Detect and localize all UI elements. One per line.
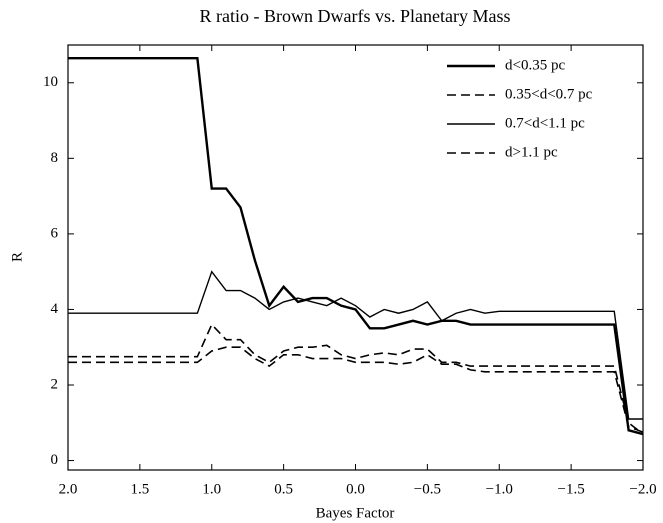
x-axis-label: Bayes Factor (316, 505, 395, 521)
y-tick-label: 4 (51, 301, 59, 317)
plot-frame (67, 44, 644, 471)
y-tick-label: 2 (51, 376, 59, 392)
y-tick-label: 10 (43, 74, 58, 90)
data-line (68, 270, 643, 420)
y-tick-label: 6 (51, 225, 59, 241)
y-tick-label: 0 (51, 452, 59, 468)
x-tick-label: 1.0 (202, 481, 221, 497)
chart-title: R ratio - Brown Dwarfs vs. Planetary Mas… (200, 6, 511, 26)
x-tick-label: 0.0 (346, 481, 365, 497)
legend-label: 0.7<d<1.1 pc (505, 115, 585, 131)
data-line (68, 57, 644, 436)
x-tick-label: −1.5 (558, 481, 585, 497)
y-axis-label: R (9, 252, 25, 262)
data-line (68, 346, 644, 433)
x-tick-label: −2.0 (629, 481, 656, 497)
legend-label: d>1.1 pc (505, 144, 558, 160)
y-tick-label: 8 (51, 150, 59, 166)
x-tick-label: 2.0 (59, 481, 78, 497)
x-tick-label: −0.5 (414, 481, 441, 497)
x-tick-label: 1.5 (131, 481, 150, 497)
x-tick-label: 0.5 (274, 481, 293, 497)
legend-label: d<0.35 pc (505, 57, 565, 73)
legend-label: 0.35<d<0.7 pc (505, 86, 593, 102)
x-tick-label: −1.0 (486, 481, 513, 497)
data-line (68, 323, 644, 435)
